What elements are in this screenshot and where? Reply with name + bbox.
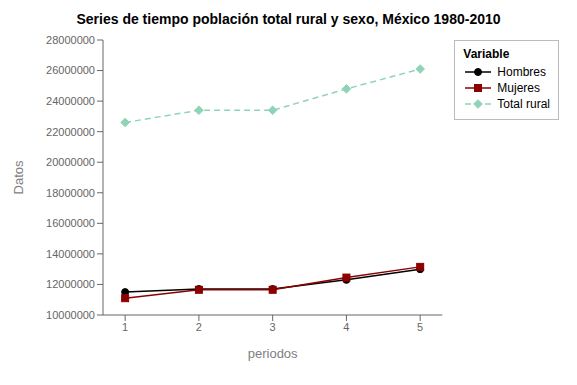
svg-text:12000000: 12000000 [46,278,95,290]
svg-text:22000000: 22000000 [46,126,95,138]
html-text:Hombres: Hombres [497,65,546,79]
svg-text:1: 1 [122,321,128,333]
svg-text:14000000: 14000000 [46,248,95,260]
svg-text:24000000: 24000000 [46,95,95,107]
svg-text:3: 3 [270,321,276,333]
html-text:Mujeres: Mujeres [497,81,540,95]
svg-text:2: 2 [196,321,202,333]
svg-text:5: 5 [417,321,423,333]
svg-text:10000000: 10000000 [46,309,95,321]
svg-text:16000000: 16000000 [46,217,95,229]
svg-text:26000000: 26000000 [46,64,95,76]
svg-text:Datos: Datos [11,160,26,194]
svg-text:18000000: 18000000 [46,187,95,199]
svg-text:20000000: 20000000 [46,156,95,168]
html-text:Total rural: Total rural [497,97,550,111]
html-text:Variable: Variable [463,47,510,61]
svg-text:4: 4 [343,321,349,333]
html-text:Series de tiempo población tot: Series de tiempo población total rural y… [76,11,501,27]
svg-text:periodos: periodos [248,346,298,361]
svg-text:28000000: 28000000 [46,34,95,46]
